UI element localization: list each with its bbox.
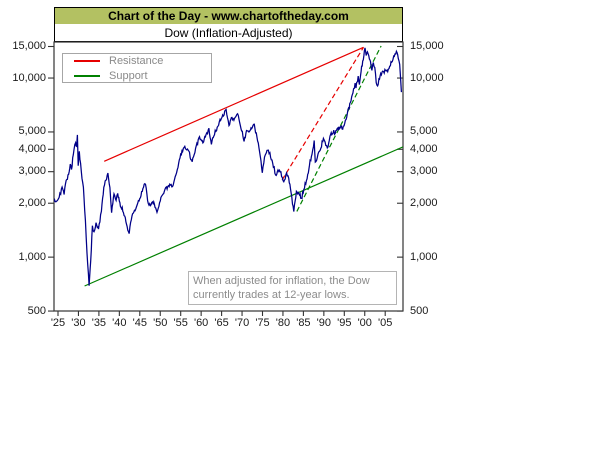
chart-subtitle: Dow (Inflation-Adjusted) [164,25,293,40]
y-axis-label-right: 10,000 [410,71,444,84]
resistance-line [103,46,364,162]
y-axis-label-right: 3,000 [410,165,438,178]
y-axis-label-left: 1,000 [18,250,46,263]
y-axis-label-left: 2,000 [18,196,46,209]
x-axis-label: '80 [275,317,291,329]
y-axis-label-left: 15,000 [12,40,46,52]
support-line-swatch [74,74,100,77]
resistance-projected-line [281,46,365,181]
y-axis-label-right: 1,000 [410,250,438,263]
x-axis-label: '00 [357,317,372,329]
legend-item-support: Support [74,70,211,82]
dow-line [54,47,403,286]
legend: Resistance Support [62,53,212,83]
legend-item-resistance: Resistance [74,55,211,67]
y-axis-label-left: 4,000 [18,142,46,155]
legend-label-resistance: Resistance [109,54,164,67]
x-axis-label: '30 [71,317,86,329]
resistance-line-swatch [74,59,100,62]
y-axis-label-right: 500 [410,304,429,317]
x-axis-label: '35 [91,317,107,329]
annotation-line-2: currently trades at 12-year lows. [193,289,350,301]
x-axis-label: '90 [316,317,332,329]
x-axis-label: '05 [378,317,393,329]
y-axis-label-right: 4,000 [410,142,438,155]
y-axis-label-left: 500 [27,304,46,317]
legend-label-support: Support [109,69,148,82]
y-axis-label-right: 5,000 [410,125,438,138]
x-axis-label: '50 [153,317,168,329]
x-axis-label: '45 [132,317,147,329]
x-axis-label: '60 [193,317,209,329]
x-axis-label: '40 [112,317,127,329]
plot-border [53,41,404,312]
x-axis-label: '70 [234,317,250,329]
support-line [84,146,403,287]
x-axis-label: '25 [50,317,66,329]
x-axis-label: '75 [255,317,270,329]
chart-title: Chart of the Day - www.chartoftheday.com [108,9,349,23]
y-axis-label-right: 15,000 [410,40,444,52]
x-axis-label: '55 [173,317,188,329]
x-axis-label: '95 [337,317,352,329]
y-axis-label-left: 10,000 [12,71,46,84]
annotation-line-1: When adjusted for inflation, the Dow [193,275,370,287]
x-axis-label: '85 [296,317,311,329]
annotation-box: When adjusted for inflation, the Dow cur… [188,271,397,305]
y-axis-label-left: 5,000 [18,125,46,138]
x-axis-label: '65 [214,317,229,329]
y-axis-label-right: 2,000 [410,196,438,209]
y-axis-label-left: 3,000 [18,165,46,178]
